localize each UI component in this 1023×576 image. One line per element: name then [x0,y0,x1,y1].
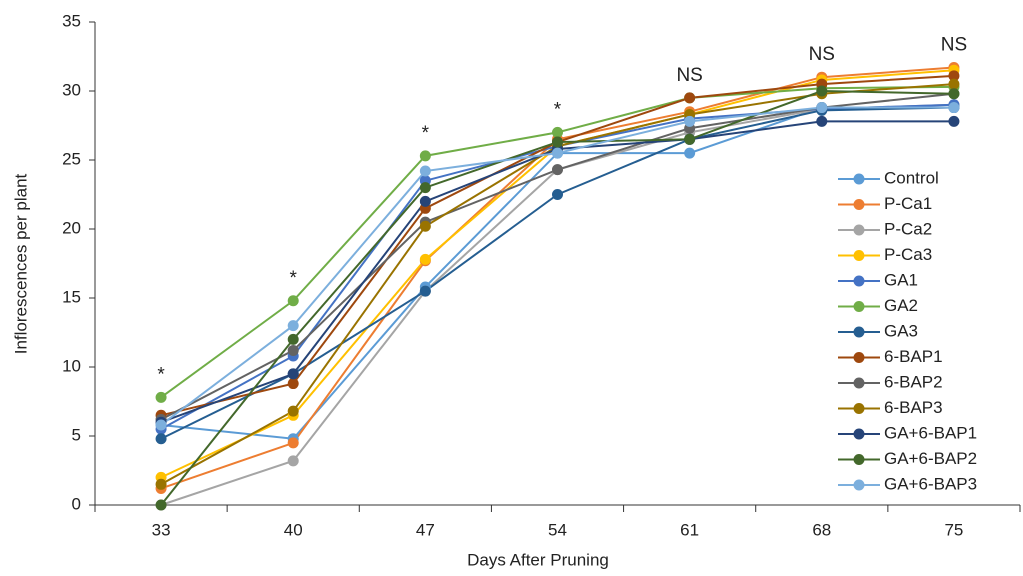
data-point [948,88,960,100]
legend-marker [853,428,865,440]
y-tick-label: 35 [62,11,81,30]
y-tick-label: 15 [62,287,81,306]
y-tick-label: 5 [72,425,81,444]
data-point [948,115,960,127]
data-point [419,182,431,194]
legend-label: GA+6-BAP3 [884,474,977,493]
annotation: NS [676,65,702,86]
data-point [287,437,299,449]
data-point [816,85,828,97]
x-tick-label: 61 [680,520,699,539]
data-point [155,419,167,431]
data-point [287,368,299,380]
legend-marker [853,224,865,236]
data-point [155,499,167,511]
legend-label: 6-BAP2 [884,372,943,391]
y-tick-label: 25 [62,149,81,168]
data-point [419,150,431,162]
data-point [419,220,431,232]
y-tick-label: 20 [62,218,81,237]
data-point [287,320,299,332]
annotation: * [422,123,430,144]
y-tick-label: 30 [62,80,81,99]
data-point [552,189,563,200]
data-point [552,126,563,138]
data-point [419,195,431,207]
data-point [684,92,696,104]
data-point [287,455,299,467]
legend-marker [853,403,865,414]
data-point [419,285,431,297]
legend-label: 6-BAP3 [884,398,943,417]
data-point [287,333,299,345]
legend-label: GA1 [884,270,918,289]
legend-marker [853,250,865,261]
annotation: NS [809,44,835,65]
data-point [155,391,167,403]
x-tick-label: 68 [812,520,831,539]
y-tick-label: 0 [72,494,81,513]
data-point [552,164,563,176]
legend-label: 6-BAP1 [884,347,943,366]
data-point [287,344,299,356]
x-tick-label: 54 [548,520,567,539]
y-tick-label: 10 [62,356,81,375]
data-point [287,378,299,390]
legend-label: GA3 [884,321,918,340]
data-point [419,253,431,265]
annotation: NS [941,35,967,56]
data-point [684,147,696,159]
x-axis-label: Days After Pruning [467,550,609,569]
x-tick-label: 47 [416,520,435,539]
legend-marker [853,352,865,363]
legend-marker [853,275,865,287]
data-point [287,295,299,307]
annotation: * [290,268,298,289]
x-tick-label: 33 [152,520,171,539]
data-point [948,78,960,90]
data-point [684,133,696,145]
data-point [419,165,431,177]
legend-label: P-Ca3 [884,245,932,264]
data-point [816,115,828,127]
data-point [684,115,696,127]
legend-label: GA+6-BAP1 [884,423,977,442]
legend-marker [853,454,865,465]
data-point [155,433,167,445]
data-point [155,478,167,490]
data-point [948,70,960,82]
legend-marker [853,173,865,185]
data-point [552,136,563,148]
legend-marker [853,199,865,210]
annotation: * [554,99,562,120]
legend-marker [853,326,865,338]
legend-label: P-Ca2 [884,219,932,238]
x-tick-label: 75 [944,520,963,539]
legend-marker [853,377,865,389]
data-point [816,102,828,114]
legend-label: GA+6-BAP2 [884,449,977,468]
legend-marker [853,479,865,491]
legend-label: Control [884,168,939,187]
legend-label: P-Ca1 [884,194,932,213]
data-point [287,405,299,417]
data-point [552,147,563,159]
legend-label: GA2 [884,296,918,315]
x-tick-label: 40 [284,520,303,539]
legend-marker [853,301,865,312]
data-point [948,102,960,114]
y-axis-label: Inflorescences per plant [11,173,30,354]
annotation: * [157,364,165,385]
